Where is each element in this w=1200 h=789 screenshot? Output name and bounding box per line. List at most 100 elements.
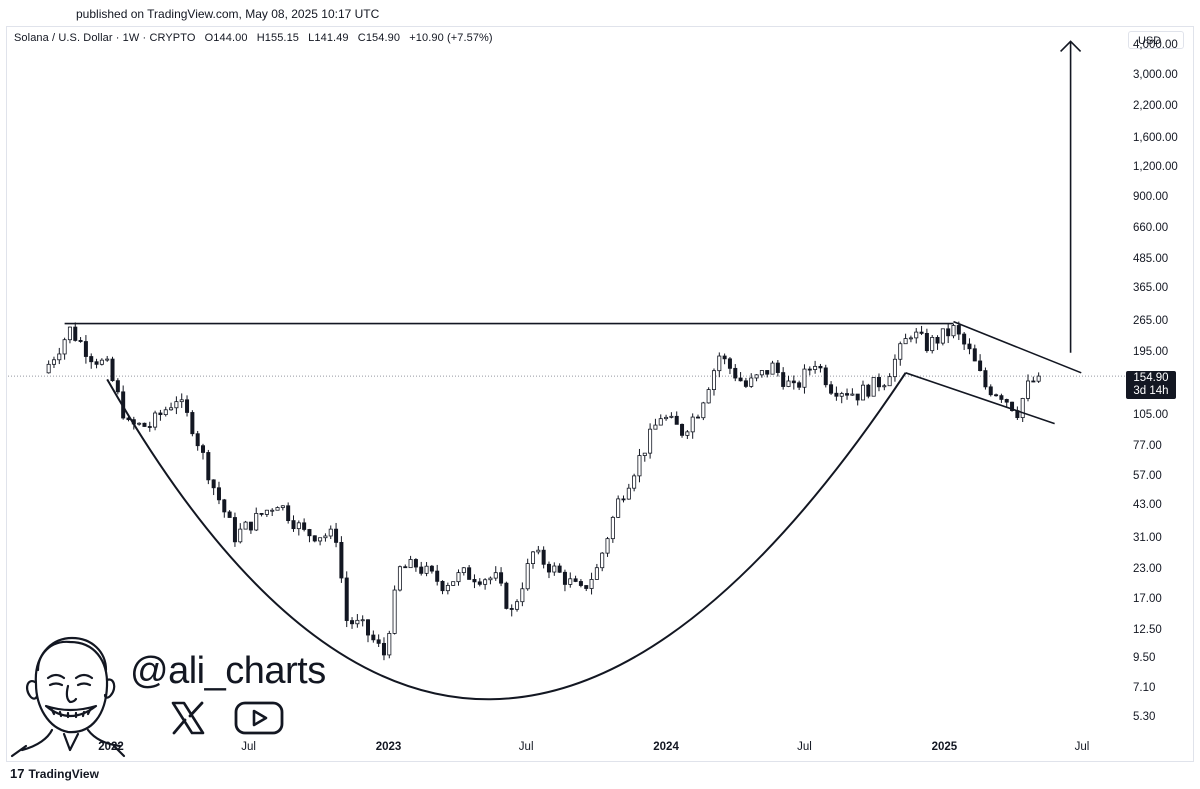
youtube-play-icon[interactable] xyxy=(234,700,284,736)
y-tick-label: 43.00 xyxy=(1133,499,1162,512)
candle-down xyxy=(733,367,738,379)
candle-down xyxy=(1010,401,1015,411)
tradingview-logo-icon: 17 xyxy=(10,766,25,781)
candle-up xyxy=(238,528,243,543)
candle-down xyxy=(429,565,434,572)
x-logo-icon[interactable] xyxy=(170,700,206,736)
candle-down xyxy=(573,578,578,582)
candle-up xyxy=(903,338,908,345)
candle-down xyxy=(110,358,115,382)
flag-upper-line xyxy=(953,320,1082,374)
candle-down xyxy=(334,528,339,543)
candle-down xyxy=(201,445,206,453)
x-tick-label: Jul xyxy=(241,741,256,753)
candle-down xyxy=(302,522,307,530)
y-tick-label: 105.00 xyxy=(1133,408,1169,421)
candle-down xyxy=(935,337,940,344)
y-tick-label: 31.00 xyxy=(1133,532,1162,545)
candle-up xyxy=(424,565,429,574)
candle-up xyxy=(531,551,536,564)
candle-up xyxy=(174,401,179,409)
candle-down xyxy=(775,362,780,373)
candle-down xyxy=(509,608,514,610)
candle-down xyxy=(211,479,216,489)
candle-up xyxy=(536,549,541,553)
candle-down xyxy=(504,582,509,609)
candle-down xyxy=(350,620,355,625)
currency-button[interactable]: USD xyxy=(1128,31,1184,49)
candle-up xyxy=(493,572,498,579)
y-tick-label: 1,600.00 xyxy=(1133,132,1178,145)
candle-up xyxy=(137,422,142,425)
candle-down xyxy=(216,487,221,501)
candle-down xyxy=(499,572,504,584)
candle-up xyxy=(280,505,285,508)
bar-countdown: 3d 14h xyxy=(1133,385,1169,397)
candle-down xyxy=(956,325,961,335)
candle-down xyxy=(206,452,211,481)
candle-down xyxy=(738,377,743,382)
candle-down xyxy=(1031,380,1036,383)
last-price-tag: 154.90 3d 14h xyxy=(1126,371,1176,399)
candle-up xyxy=(451,581,456,586)
candle-down xyxy=(727,358,732,369)
candle-up xyxy=(871,376,876,397)
candle-down xyxy=(115,380,120,393)
y-tick-label: 12.50 xyxy=(1133,624,1162,637)
candle-up xyxy=(296,522,301,530)
candle-down xyxy=(440,580,445,592)
candle-up xyxy=(749,377,754,387)
candle-down xyxy=(978,360,983,371)
candle-up xyxy=(605,538,610,554)
candle-up xyxy=(850,393,855,396)
candle-up xyxy=(1026,380,1031,399)
candles xyxy=(46,321,1041,661)
candle-up xyxy=(908,337,913,340)
last-price-value: 154.90 xyxy=(1133,372,1169,384)
candle-up xyxy=(461,567,466,574)
candle-down xyxy=(743,380,748,387)
candle-up xyxy=(275,507,280,511)
candle-up xyxy=(759,370,764,376)
y-tick-label: 7.10 xyxy=(1133,681,1156,694)
candle-down xyxy=(696,416,701,419)
candle-up xyxy=(51,359,56,365)
candle-up xyxy=(685,431,690,436)
candle-down xyxy=(823,367,828,386)
tradingview-footer[interactable]: 17 TradingView xyxy=(10,766,99,781)
candle-down xyxy=(142,422,147,427)
candle-up xyxy=(653,424,658,430)
candle-up xyxy=(940,328,945,344)
chart-frame xyxy=(6,26,1194,762)
candle-up xyxy=(1036,375,1041,382)
candle-down xyxy=(621,498,626,501)
candle-up xyxy=(637,455,642,477)
x-tick-label: 2023 xyxy=(375,741,402,753)
y-tick-label: 9.50 xyxy=(1133,652,1156,665)
y-tick-label: 485.00 xyxy=(1133,253,1169,266)
candle-down xyxy=(259,512,264,515)
candle-down xyxy=(419,566,424,574)
candle-up xyxy=(445,585,450,592)
candle-up xyxy=(67,326,72,341)
candle-down xyxy=(286,505,291,522)
legend-symbol[interactable]: Solana / U.S. Dollar · 1W · CRYPTO xyxy=(14,32,196,44)
y-tick-label: 17.00 xyxy=(1133,593,1162,606)
candle-up xyxy=(914,331,919,339)
candle-down xyxy=(578,581,583,586)
candle-up xyxy=(387,633,392,656)
candle-down xyxy=(967,343,972,350)
y-tick-label: 2,200.00 xyxy=(1133,99,1178,112)
candle-down xyxy=(946,328,951,337)
y-tick-label: 660.00 xyxy=(1133,222,1169,235)
y-tick-label: 3,000.00 xyxy=(1133,68,1178,81)
candle-up xyxy=(153,412,158,428)
candle-up xyxy=(951,325,956,337)
candle-down xyxy=(562,571,567,585)
candle-down xyxy=(477,581,482,585)
candle-down xyxy=(1004,399,1009,403)
candle-down xyxy=(312,535,317,542)
candle-up xyxy=(105,358,110,361)
candle-up xyxy=(483,579,488,585)
